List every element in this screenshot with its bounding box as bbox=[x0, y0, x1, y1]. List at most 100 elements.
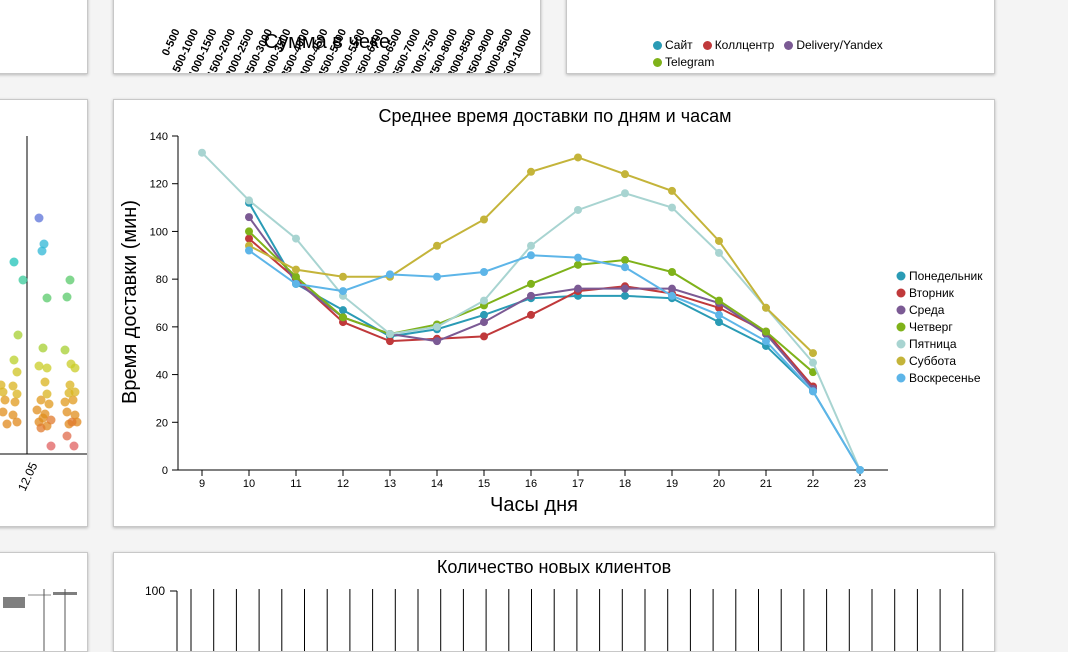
series-point bbox=[527, 279, 535, 288]
series-point bbox=[668, 284, 676, 293]
series-point bbox=[198, 148, 206, 157]
series-point bbox=[339, 272, 347, 281]
scatter-plot: 12.05 bbox=[0, 136, 87, 493]
legend-dot-icon bbox=[896, 271, 906, 281]
scatter-point bbox=[12, 389, 22, 399]
scatter-point bbox=[34, 361, 44, 371]
series-point bbox=[762, 337, 770, 346]
scatter-point bbox=[40, 377, 50, 387]
series-point bbox=[245, 196, 253, 205]
series-Воскресенье bbox=[245, 246, 864, 474]
series-point bbox=[339, 306, 347, 315]
new-clients-ytick: 100 bbox=[145, 584, 165, 598]
series-point bbox=[386, 330, 394, 339]
x-tick-label: 13 bbox=[384, 478, 396, 490]
chart-title: Среднее время доставки по дням и часам bbox=[378, 106, 731, 126]
series-point bbox=[292, 272, 300, 281]
series-point bbox=[480, 296, 488, 305]
channel-legend-item: Telegram bbox=[653, 55, 714, 69]
channel-legend-label: Delivery/Yandex bbox=[796, 38, 883, 52]
scatter-point bbox=[13, 330, 23, 340]
legend-label: Четверг bbox=[909, 320, 953, 334]
y-tick-label: 140 bbox=[150, 131, 168, 143]
scatter-point bbox=[38, 413, 48, 423]
series-point bbox=[480, 318, 488, 327]
x-tick-label: 20 bbox=[713, 478, 725, 490]
scatter-point bbox=[2, 419, 12, 429]
channel-panel: Сайт Коллцентр Delivery/Yandex Telegram bbox=[566, 0, 995, 74]
scatter-point bbox=[8, 381, 18, 391]
series-point bbox=[574, 260, 582, 269]
scatter-point bbox=[18, 275, 28, 285]
legend-dot-icon bbox=[896, 356, 906, 366]
new-clients-panel: Количество новых клиентов 100 bbox=[113, 552, 995, 652]
series-point bbox=[480, 332, 488, 341]
delivery-time-chart: Среднее время доставки по дням и часам Ч… bbox=[119, 106, 983, 516]
bottom-left-plot bbox=[3, 589, 77, 651]
series-point bbox=[245, 234, 253, 243]
scatter-point bbox=[62, 292, 72, 302]
legend-dot-icon bbox=[653, 41, 662, 50]
series-point bbox=[245, 213, 253, 222]
y-tick-label: 60 bbox=[156, 322, 168, 334]
scatter-point bbox=[37, 246, 47, 256]
channel-legend-item: Коллцентр bbox=[702, 38, 775, 52]
legend-label: Воскресенье bbox=[909, 371, 981, 385]
top-left-panel bbox=[0, 0, 88, 74]
series-point bbox=[574, 284, 582, 293]
scatter-point bbox=[42, 363, 52, 373]
scatter-point bbox=[62, 431, 72, 441]
series-point bbox=[668, 267, 676, 276]
new-clients-title: Количество новых клиентов bbox=[436, 557, 672, 577]
scatter-point bbox=[42, 389, 52, 399]
scatter-point bbox=[0, 380, 6, 390]
series-point bbox=[292, 279, 300, 288]
legend-dot-icon bbox=[702, 41, 712, 50]
series-point bbox=[809, 368, 817, 377]
series-point bbox=[527, 241, 535, 250]
y-tick-label: 80 bbox=[156, 274, 168, 286]
channel-legend: Сайт Коллцентр Delivery/Yandex Telegram bbox=[653, 37, 893, 71]
series-point bbox=[715, 296, 723, 305]
scatter-point bbox=[38, 343, 48, 353]
series-point bbox=[621, 263, 629, 272]
series-point bbox=[433, 241, 441, 250]
x-tick-label: 14 bbox=[431, 478, 443, 490]
scatter-point bbox=[12, 367, 22, 377]
chart-legend: Понедельник Вторник Среда Четверг Пятница Суб… bbox=[896, 269, 983, 385]
scatter-point bbox=[60, 345, 70, 355]
series-point bbox=[809, 349, 817, 358]
scatter-point bbox=[44, 399, 54, 409]
channel-legend-label: Коллцентр bbox=[714, 38, 775, 52]
series-point bbox=[762, 303, 770, 312]
series-point bbox=[433, 337, 441, 346]
scatter-point bbox=[70, 410, 80, 420]
legend-dot-icon bbox=[896, 322, 906, 332]
bottom-left-panel bbox=[0, 552, 88, 652]
series-point bbox=[527, 310, 535, 319]
scatter-point bbox=[46, 441, 56, 451]
scatter-point bbox=[34, 213, 44, 223]
series-point bbox=[621, 291, 629, 300]
legend-dot-icon bbox=[896, 305, 906, 315]
legend-label: Суббота bbox=[909, 354, 956, 368]
x-tick-label: 22 bbox=[807, 478, 819, 490]
scatter-point bbox=[0, 395, 10, 405]
legend-dot-icon bbox=[896, 288, 906, 298]
scatter-point bbox=[36, 423, 46, 433]
series-line bbox=[248, 202, 861, 471]
series-point bbox=[339, 287, 347, 296]
check-sum-panel: 0-500 500-1000 1000-1500 1500-2000 2000-2500… bbox=[113, 0, 541, 74]
series-point bbox=[574, 205, 582, 214]
box-mark bbox=[3, 597, 25, 608]
scatter-point bbox=[60, 397, 70, 407]
series-point bbox=[715, 310, 723, 319]
x-tick-label: 10 bbox=[243, 478, 255, 490]
x-tick-label: 17 bbox=[572, 478, 584, 490]
series-Суббота bbox=[245, 153, 817, 358]
x-axis-label: Часы дня bbox=[490, 494, 578, 516]
series-point bbox=[433, 272, 441, 281]
legend-label: Пятница bbox=[909, 337, 957, 351]
x-tick-label: 15 bbox=[478, 478, 490, 490]
scatter-point bbox=[64, 388, 74, 398]
